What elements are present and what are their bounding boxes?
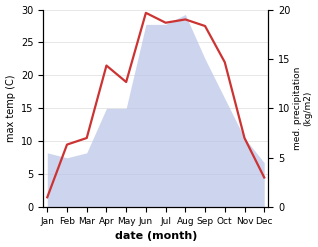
Y-axis label: max temp (C): max temp (C): [5, 75, 16, 142]
X-axis label: date (month): date (month): [114, 231, 197, 242]
Y-axis label: med. precipitation
(kg/m2): med. precipitation (kg/m2): [293, 67, 313, 150]
